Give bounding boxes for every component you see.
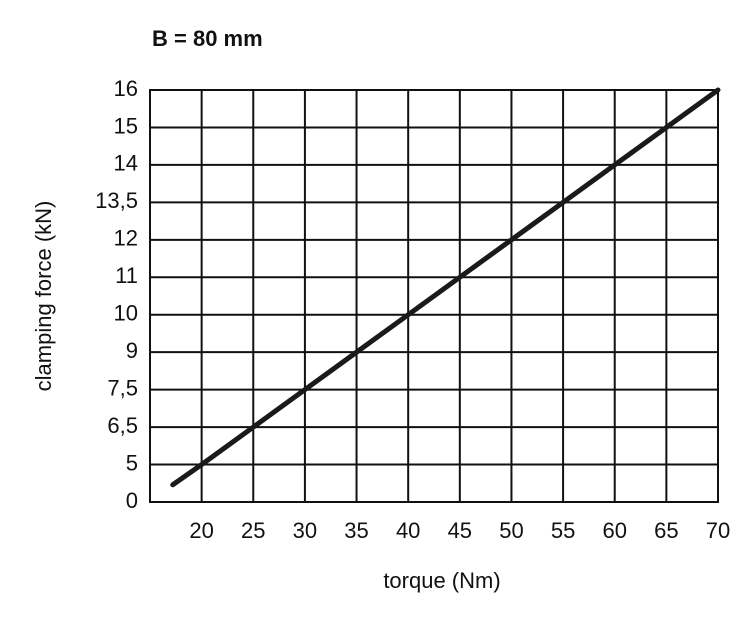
y-tick-label: 13,5 bbox=[95, 188, 138, 213]
x-tick-label: 25 bbox=[241, 518, 265, 543]
chart-title: B = 80 mm bbox=[152, 26, 263, 51]
y-tick-label: 11 bbox=[115, 263, 138, 288]
x-tick-label: 70 bbox=[706, 518, 730, 543]
data-line bbox=[170, 87, 721, 488]
y-tick-label: 0 bbox=[126, 488, 138, 513]
x-tick-label: 60 bbox=[602, 518, 626, 543]
x-tick-label: 55 bbox=[551, 518, 575, 543]
x-tick-label: 45 bbox=[448, 518, 472, 543]
x-axis-label: torque (Nm) bbox=[383, 568, 500, 593]
y-tick-label: 15 bbox=[114, 113, 138, 138]
y-tick-label: 6,5 bbox=[107, 413, 138, 438]
x-tick-label: 35 bbox=[344, 518, 368, 543]
y-tick-label: 14 bbox=[114, 151, 138, 176]
x-tick-label: 50 bbox=[499, 518, 523, 543]
x-tick-label: 65 bbox=[654, 518, 678, 543]
x-tick-label: 40 bbox=[396, 518, 420, 543]
y-tick-label: 12 bbox=[114, 226, 138, 251]
y-tick-label: 5 bbox=[126, 450, 138, 475]
y-tick-label: 7,5 bbox=[107, 375, 138, 400]
x-tick-label: 30 bbox=[293, 518, 317, 543]
y-axis-label: clamping force (kN) bbox=[31, 201, 56, 392]
y-tick-label: 16 bbox=[114, 76, 138, 101]
y-tick-label: 9 bbox=[126, 338, 138, 363]
y-tick-label: 10 bbox=[114, 301, 138, 326]
x-tick-label: 20 bbox=[189, 518, 213, 543]
